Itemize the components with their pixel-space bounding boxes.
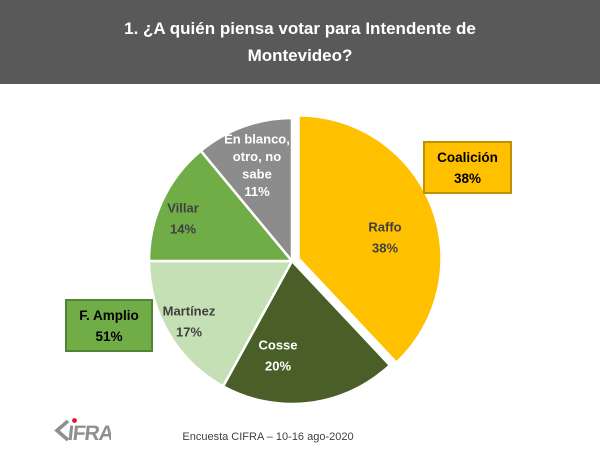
cifra-logo: IFRA (54, 418, 111, 445)
pie-slice-en-blanco-otro-no-sabe (199, 116, 294, 263)
pie-slice-cosse (221, 259, 392, 406)
slice-label-en-blanco-otro-no-sabe: En blanco, otro, no sabe 11% (224, 132, 290, 200)
pie-slice-mart-nez (147, 259, 294, 388)
callout-famplio-value: 51% (95, 328, 123, 344)
slice-label-villar: Villar 14% (167, 201, 199, 237)
callout-famplio: F. Amplio 51% (65, 299, 153, 352)
pie-slice-raffo (297, 114, 443, 364)
title-bar: 1. ¿A quién piensa votar para Intendente… (0, 0, 600, 84)
cifra-logo-mark: IFRA (54, 418, 111, 445)
callout-coalicion-value: 38% (453, 170, 482, 186)
pie-slices (147, 114, 443, 406)
pie-slice-villar (147, 149, 294, 263)
slice-label-raffo: Raffo 38% (368, 220, 401, 256)
slice-label-mart-nez: Martínez 17% (163, 304, 216, 340)
callout-coalicion: Coalición 38% (423, 141, 512, 194)
slice-label-cosse: Cosse 20% (258, 338, 297, 374)
source-caption: Encuesta CIFRA – 10-16 ago-2020 (182, 431, 354, 443)
callout-coalicion-label: Coalición (437, 149, 498, 165)
page-title-line2: Montevideo? (247, 46, 353, 65)
page-title-line1: 1. ¿A quién piensa votar para Intendente… (124, 19, 476, 38)
svg-text:IFRA: IFRA (67, 422, 111, 445)
page-title: 1. ¿A quién piensa votar para Intendente… (70, 15, 530, 69)
callout-famplio-label: F. Amplio (79, 307, 139, 323)
pie-slice-labels: Raffo 38% Cosse 20% Martínez 17% Villar 14% En b… (163, 132, 402, 374)
